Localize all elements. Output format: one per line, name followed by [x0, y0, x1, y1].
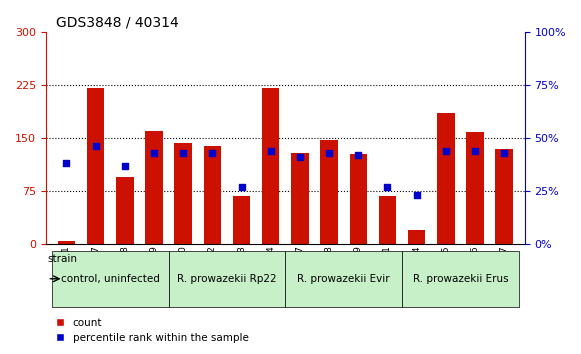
Legend: count, percentile rank within the sample: count, percentile rank within the sample [52, 314, 253, 347]
Point [62, 161, 71, 166]
FancyBboxPatch shape [402, 251, 519, 307]
Bar [437, 113, 454, 244]
Text: strain: strain [48, 254, 77, 264]
Point [178, 150, 188, 156]
FancyBboxPatch shape [285, 251, 402, 307]
Point [91, 144, 101, 149]
Bar [145, 131, 163, 244]
Bar [320, 140, 338, 244]
FancyBboxPatch shape [168, 251, 285, 307]
Point [295, 154, 304, 160]
Point [500, 150, 509, 156]
Point [324, 150, 333, 156]
Text: R. prowazekii Evir: R. prowazekii Evir [297, 274, 390, 284]
Bar [262, 88, 279, 244]
Point [412, 193, 421, 198]
Text: GDS3848 / 40314: GDS3848 / 40314 [56, 15, 178, 29]
Bar [203, 147, 221, 244]
Point [149, 150, 159, 156]
Bar [174, 143, 192, 244]
Point [354, 152, 363, 158]
Text: control, uninfected: control, uninfected [61, 274, 160, 284]
Point [266, 148, 275, 154]
Point [207, 150, 217, 156]
Bar [116, 177, 134, 244]
Point [383, 184, 392, 190]
Bar [350, 154, 367, 244]
Bar [233, 196, 250, 244]
Point [120, 163, 130, 169]
Text: R. prowazekii Erus: R. prowazekii Erus [413, 274, 508, 284]
Point [441, 148, 450, 154]
Bar [408, 230, 425, 244]
Bar [87, 88, 105, 244]
Bar [58, 241, 75, 244]
Text: R. prowazekii Rp22: R. prowazekii Rp22 [177, 274, 277, 284]
FancyBboxPatch shape [52, 251, 168, 307]
Bar [467, 132, 484, 244]
Bar [496, 149, 513, 244]
Point [471, 148, 480, 154]
Point [237, 184, 246, 190]
Bar [379, 196, 396, 244]
Bar [291, 154, 309, 244]
